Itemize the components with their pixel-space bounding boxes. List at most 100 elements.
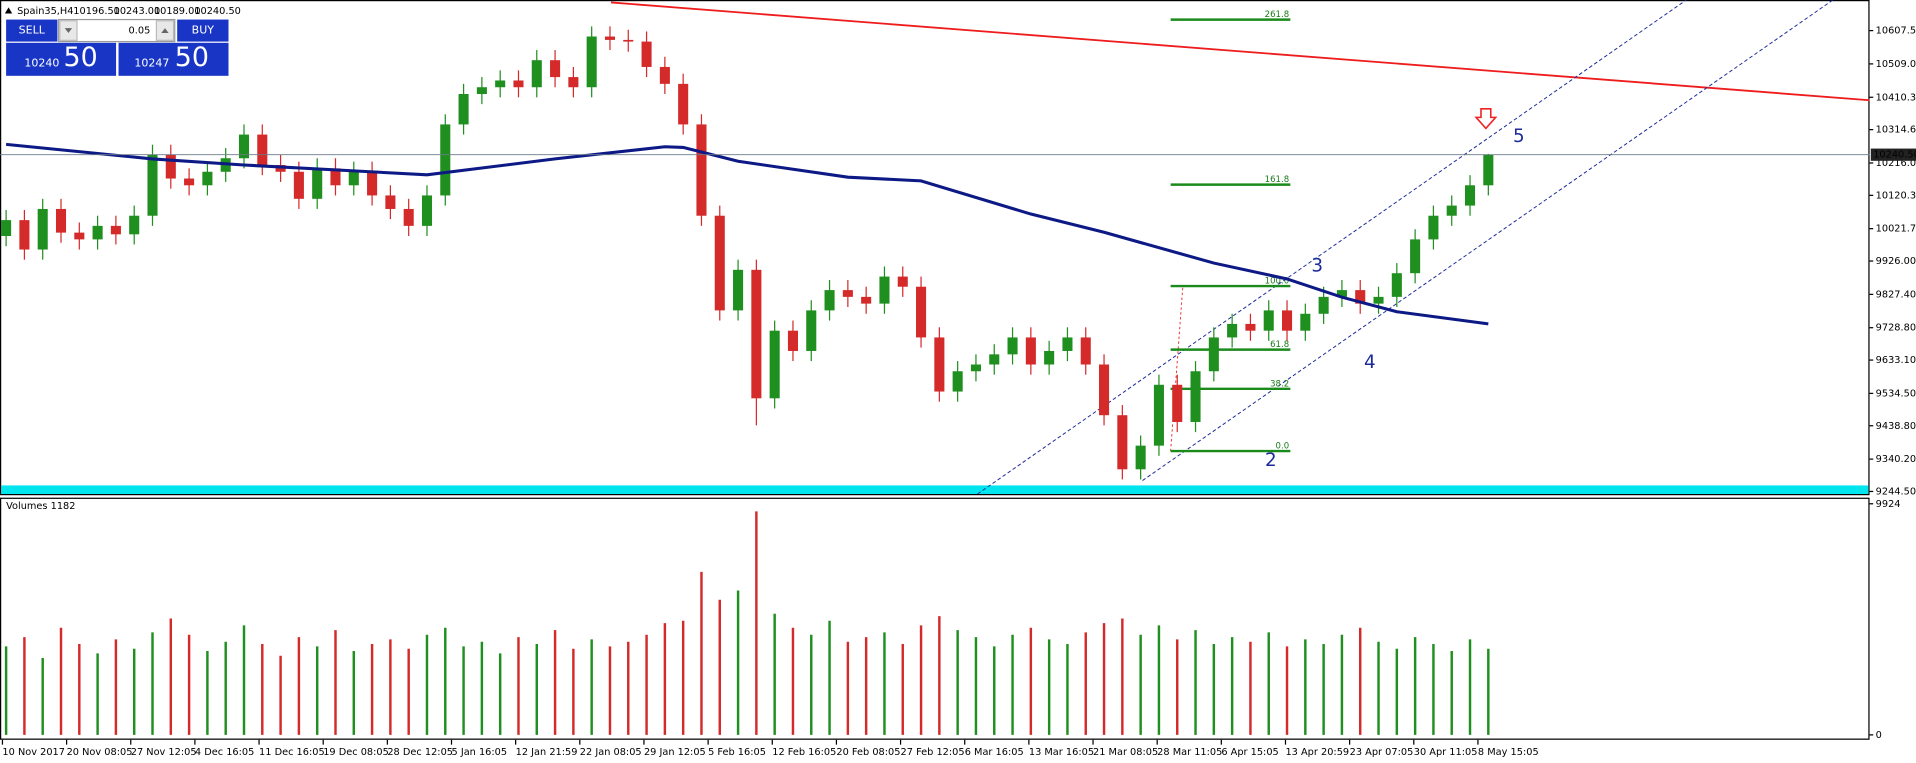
x-tick-label: 20 Feb 08:05 bbox=[836, 747, 900, 758]
bid-big[interactable]: 10240 bbox=[24, 57, 59, 70]
y-tick-label: 10021.70 bbox=[1876, 224, 1916, 235]
bar-open: 10196.50 bbox=[73, 6, 120, 17]
x-tick-label: 19 Dec 08:05 bbox=[323, 747, 389, 758]
down-arrow[interactable] bbox=[1474, 108, 1498, 130]
candle-body bbox=[897, 276, 908, 287]
y-tick-label: 9534.50 bbox=[1876, 388, 1916, 399]
bar-close: 10240.50 bbox=[194, 6, 241, 17]
channel-line bbox=[977, 0, 1687, 495]
x-tick-label: 13 Mar 16:05 bbox=[1029, 747, 1094, 758]
y-tick-label: 9438.80 bbox=[1876, 421, 1916, 432]
candle-body bbox=[550, 60, 561, 78]
candle-body bbox=[1428, 215, 1439, 240]
candle-body bbox=[842, 290, 853, 297]
candle-body bbox=[19, 220, 30, 250]
volume-label: Volumes 1182 bbox=[6, 501, 75, 512]
bid-box[interactable] bbox=[6, 42, 117, 76]
collapse-icon[interactable] bbox=[4, 7, 13, 14]
buy-label[interactable]: BUY bbox=[192, 24, 215, 37]
y-tick-label: 9340.20 bbox=[1876, 454, 1916, 465]
bar-high: 10243.00 bbox=[114, 6, 161, 17]
symbol: Spain35,H4 bbox=[17, 6, 73, 17]
candle-body bbox=[1391, 273, 1402, 297]
candle-body bbox=[348, 171, 359, 186]
candle-body bbox=[1300, 313, 1311, 331]
wave-label: 2 bbox=[1265, 450, 1277, 471]
candle-body bbox=[1483, 154, 1494, 186]
x-tick-label: 8 May 15:05 bbox=[1478, 747, 1539, 758]
x-tick-label: 23 Apr 07:05 bbox=[1350, 747, 1414, 758]
volume-tick-label: 0 bbox=[1876, 730, 1882, 741]
candle-body bbox=[1007, 337, 1018, 355]
moving-average bbox=[5, 142, 1489, 326]
candle-body bbox=[238, 134, 250, 159]
fib-label: 100.0 bbox=[1265, 277, 1289, 287]
candle-body bbox=[568, 77, 579, 88]
candle-body bbox=[74, 232, 85, 240]
candle-body bbox=[92, 225, 103, 240]
lot-value[interactable]: 0.05 bbox=[129, 26, 151, 37]
drawings bbox=[610, 0, 1870, 495]
candle-body bbox=[733, 269, 744, 311]
candle-body bbox=[1099, 364, 1110, 416]
candle-body bbox=[1062, 337, 1073, 351]
candle-body bbox=[1355, 290, 1366, 304]
y-tick-label: 10314.60 bbox=[1876, 125, 1916, 136]
candle-body bbox=[916, 286, 927, 338]
x-tick-label: 12 Feb 16:05 bbox=[772, 747, 836, 758]
candle-body bbox=[37, 208, 48, 250]
sell-label[interactable]: SELL bbox=[19, 24, 46, 37]
candle-body bbox=[385, 195, 396, 209]
ask-box[interactable] bbox=[118, 42, 229, 76]
candle-body bbox=[312, 168, 323, 199]
sell-button[interactable] bbox=[6, 19, 58, 42]
fib-label: 38.2 bbox=[1270, 379, 1289, 389]
candle-body bbox=[934, 337, 945, 392]
y-tick-label: 9244.50 bbox=[1876, 486, 1916, 497]
candle-body bbox=[1227, 323, 1238, 338]
candle-body bbox=[495, 80, 506, 88]
candle-body bbox=[1245, 323, 1256, 331]
candle-body bbox=[1153, 384, 1164, 446]
candle-body bbox=[787, 330, 798, 351]
candle-body bbox=[970, 364, 981, 372]
bid-small[interactable]: 50 bbox=[64, 42, 98, 73]
fib-base-line bbox=[1170, 286, 1184, 452]
last-price-box bbox=[1870, 148, 1916, 161]
candle-body bbox=[1373, 296, 1384, 304]
x-tick-label: 20 Nov 08:05 bbox=[67, 747, 133, 758]
candle-body bbox=[165, 154, 176, 179]
x-tick-label: 13 Apr 20:59 bbox=[1285, 747, 1349, 758]
trend-line bbox=[610, 1, 1870, 102]
volume-tick-label: 9924 bbox=[1876, 499, 1901, 510]
ask-small[interactable]: 50 bbox=[175, 42, 209, 73]
main-panel-frame bbox=[0, 0, 1870, 496]
y-tick-label: 10120.30 bbox=[1876, 190, 1916, 201]
x-tick-label: 21 Mar 08:05 bbox=[1093, 747, 1158, 758]
last-price-label: 10240.50 bbox=[1873, 150, 1916, 161]
candle-body bbox=[531, 60, 542, 88]
candle-body bbox=[1117, 415, 1128, 470]
candle-body bbox=[714, 215, 725, 311]
candle-body bbox=[604, 36, 616, 40]
lot-input[interactable] bbox=[58, 18, 176, 43]
candle-body bbox=[110, 225, 121, 235]
candle-body bbox=[824, 290, 835, 311]
candle-body bbox=[367, 171, 378, 196]
volume-panel-frame bbox=[0, 497, 1870, 740]
fib-label: 161.8 bbox=[1265, 175, 1289, 185]
x-tick-label: 6 Mar 16:05 bbox=[965, 747, 1024, 758]
buy-button[interactable] bbox=[177, 19, 229, 42]
candle-body bbox=[1190, 371, 1201, 422]
y-tick-label: 9728.80 bbox=[1876, 323, 1916, 334]
x-tick-label: 28 Mar 11:05 bbox=[1157, 747, 1222, 758]
ask-big[interactable]: 10247 bbox=[134, 57, 169, 70]
candle-body bbox=[55, 208, 67, 233]
x-tick-label: 5 Jan 16:05 bbox=[452, 747, 508, 758]
candle-body bbox=[403, 208, 414, 226]
fib-label: 61.8 bbox=[1270, 340, 1289, 350]
x-tick-label: 4 Dec 16:05 bbox=[195, 747, 254, 758]
x-tick-label: 22 Jan 08:05 bbox=[580, 747, 642, 758]
candle-body bbox=[1172, 384, 1183, 422]
